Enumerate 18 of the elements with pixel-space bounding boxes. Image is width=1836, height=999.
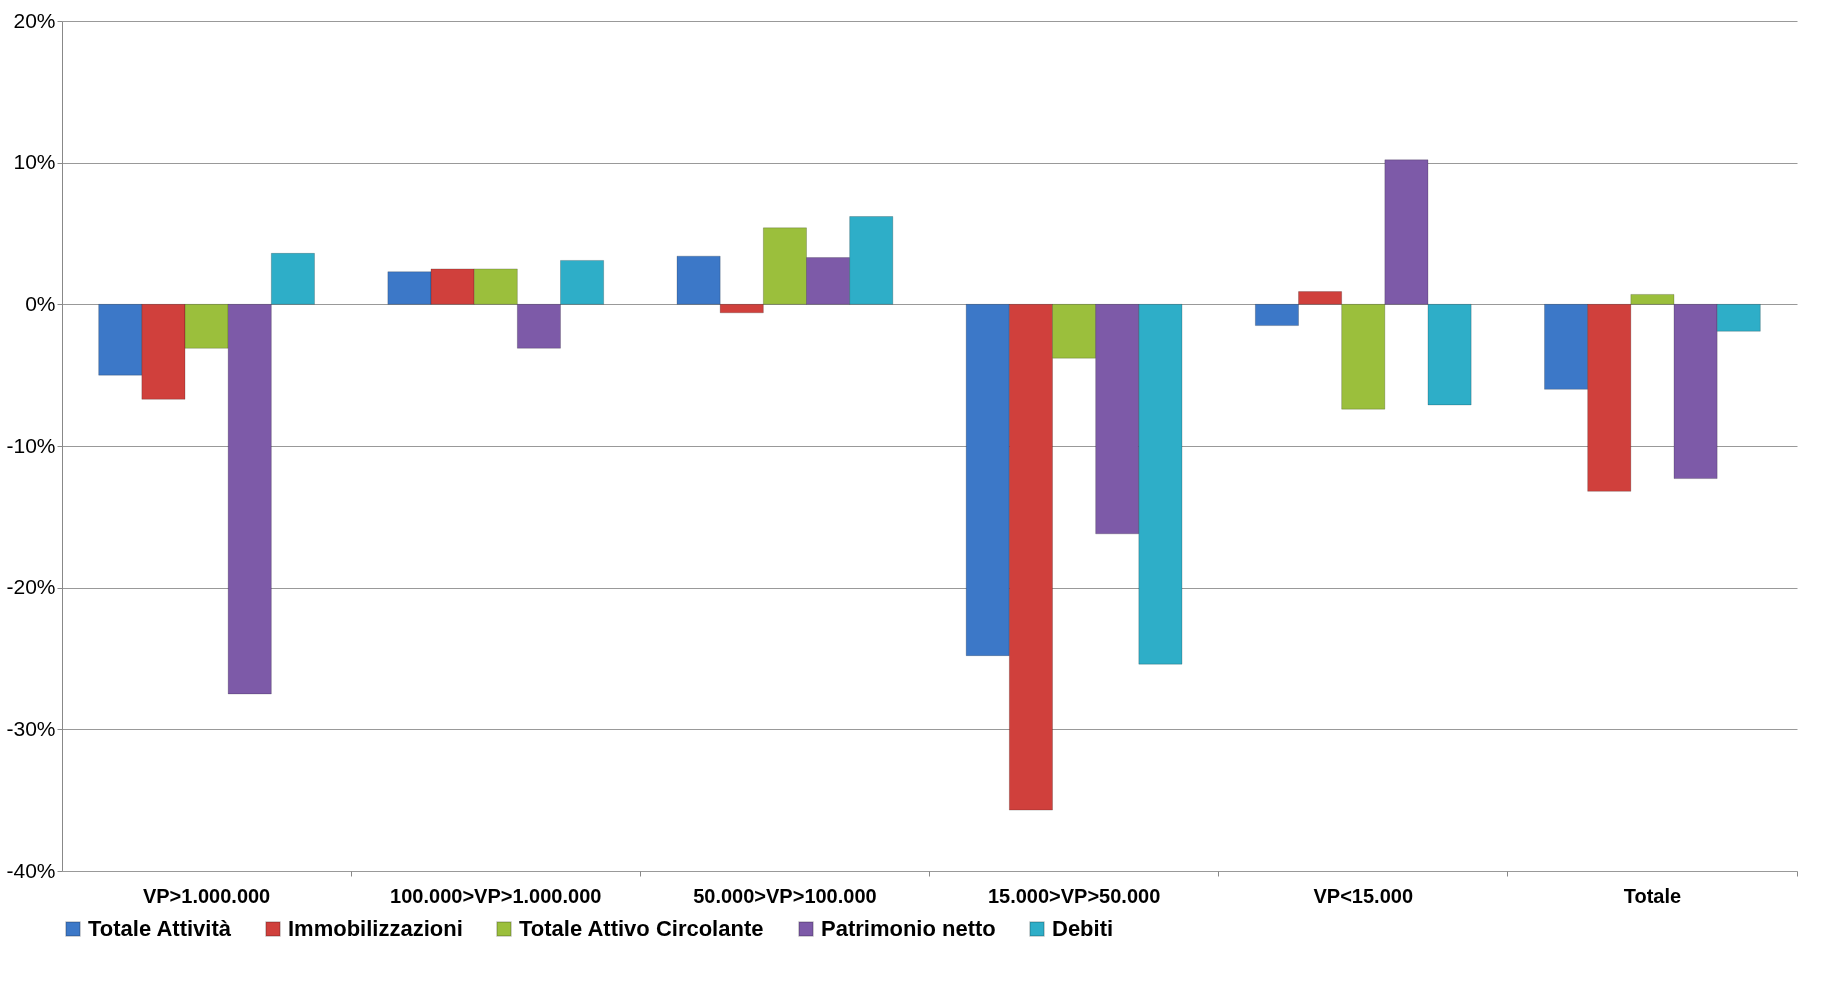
- y-tick-label: -40%: [6, 858, 56, 882]
- legend-label: Debiti: [1052, 916, 1114, 941]
- y-tick-label: 0%: [25, 291, 56, 315]
- y-tick-label: 20%: [13, 8, 56, 32]
- x-tick-label: 15.000>VP>50.000: [987, 884, 1161, 907]
- legend-label: Immobilizzazioni: [288, 916, 463, 941]
- legend-label: Totale Attività: [88, 916, 232, 941]
- x-tick-label: 100.000>VP>1.000.000: [390, 884, 602, 907]
- y-tick-label: -20%: [6, 575, 56, 599]
- y-tick-label: -30%: [6, 716, 56, 740]
- x-tick-label: Totale: [1623, 884, 1682, 907]
- x-tick-label: 50.000>VP>100.000: [693, 884, 877, 907]
- x-tick-label: VP<15.000: [1313, 884, 1414, 907]
- legend-label: Patrimonio netto: [821, 916, 996, 941]
- y-tick-label: 10%: [13, 150, 56, 174]
- y-tick-label: -10%: [6, 433, 56, 457]
- x-tick-label: VP>1.000.000: [142, 884, 271, 907]
- legend-label: Totale Attivo Circolante: [519, 916, 764, 941]
